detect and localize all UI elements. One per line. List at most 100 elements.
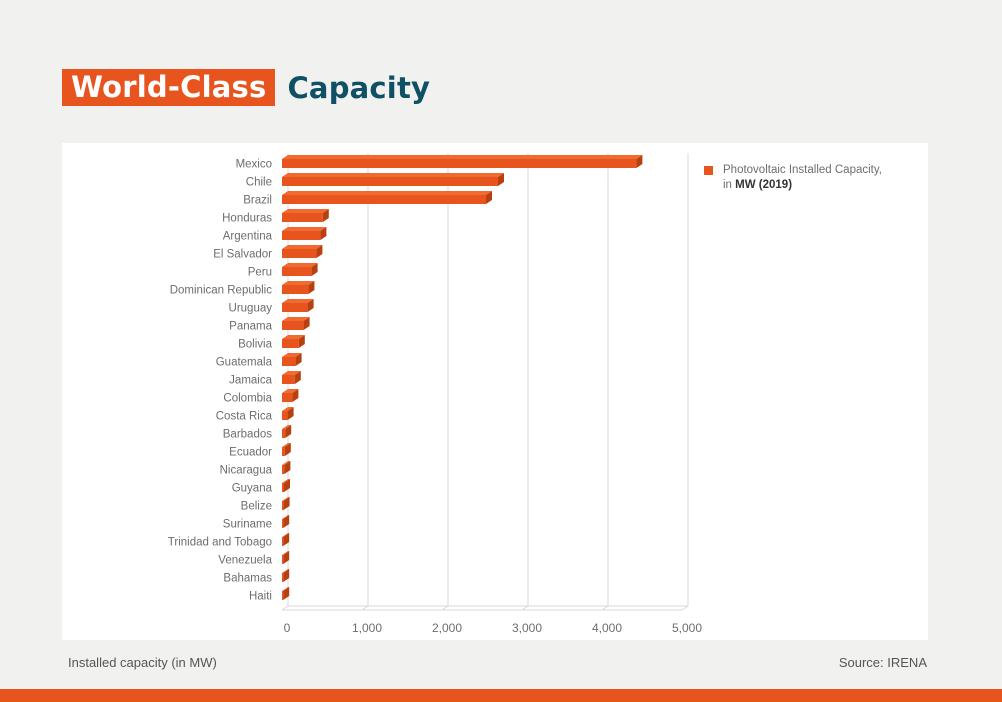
bar <box>282 393 293 402</box>
bar-end <box>283 515 290 528</box>
bar-end <box>308 281 315 294</box>
category-label: Suriname <box>223 519 272 531</box>
category-label: Uruguay <box>229 303 273 315</box>
category-label: Mexico <box>236 159 272 171</box>
bar-top <box>282 263 318 267</box>
page-title: World-Class Capacity <box>62 69 430 106</box>
bar-end <box>287 407 294 420</box>
bar-end <box>311 263 318 276</box>
footer-source: Source: IRENA <box>838 655 927 670</box>
category-label: Ecuador <box>229 447 272 459</box>
bar <box>282 213 323 222</box>
bar-end <box>307 299 314 312</box>
category-label: Brazil <box>243 195 272 207</box>
x-tick-label: 4,000 <box>592 621 622 635</box>
bar <box>282 321 304 330</box>
floor-diagonal-0 <box>281 605 289 611</box>
bar-end <box>320 227 327 240</box>
bar <box>282 231 321 240</box>
bar <box>282 537 284 546</box>
bar-top <box>282 479 290 483</box>
bar-end <box>285 425 292 438</box>
category-label: Belize <box>241 501 272 513</box>
bar <box>282 501 284 510</box>
bar-top <box>282 569 290 573</box>
bar-end <box>283 533 290 546</box>
category-label: Guyana <box>232 483 273 495</box>
floor-diagonal-3 <box>521 605 529 611</box>
bar-top <box>282 227 327 231</box>
category-label: El Salvador <box>213 249 272 261</box>
bar-top <box>282 299 314 303</box>
bar <box>282 555 284 564</box>
bar-end <box>316 245 323 258</box>
x-tick-label: 3,000 <box>512 621 542 635</box>
bar <box>282 519 284 528</box>
legend-swatch <box>704 166 713 175</box>
bar <box>282 195 486 204</box>
bar-top <box>282 191 492 195</box>
x-tick-label: 1,000 <box>352 621 382 635</box>
bar-end <box>486 191 492 204</box>
category-label: Argentina <box>223 231 273 243</box>
bar-top <box>282 281 315 285</box>
floor-diagonal-5 <box>681 605 689 611</box>
bar-top <box>282 353 302 357</box>
category-label: Colombia <box>223 393 272 405</box>
bar <box>282 465 285 474</box>
bar <box>282 429 286 438</box>
title-rest: Capacity <box>287 70 431 105</box>
x-tick-label: 0 <box>284 621 291 635</box>
bar-top <box>282 389 299 393</box>
bar <box>282 177 498 186</box>
bar-end <box>298 335 305 348</box>
bar-end <box>283 569 290 582</box>
bar-end <box>303 317 310 330</box>
bar-end <box>322 209 329 222</box>
bar-end <box>283 587 290 600</box>
bar-top <box>282 245 323 249</box>
bar-top <box>282 407 294 411</box>
bar-top <box>282 551 290 555</box>
category-label: Nicaragua <box>220 465 273 477</box>
category-label: Trinidad and Tobago <box>168 537 272 549</box>
bar-end <box>636 155 643 168</box>
title-highlight: World-Class <box>62 69 276 106</box>
bar <box>282 357 296 366</box>
bar <box>282 411 288 420</box>
category-label: Bolivia <box>238 339 272 351</box>
category-label: Barbados <box>223 429 272 441</box>
floor-diagonal-4 <box>601 605 609 611</box>
bottom-accent-bar <box>0 689 1002 702</box>
bar-end <box>284 443 291 456</box>
category-label: Honduras <box>222 213 272 225</box>
floor-diagonal-1 <box>361 605 369 611</box>
bar-top <box>282 173 504 177</box>
legend-label: Photovoltaic Installed Capacity, in MW (… <box>723 164 882 191</box>
bar-end <box>498 173 504 186</box>
category-label: Bahamas <box>223 573 272 585</box>
bar-end <box>292 389 299 402</box>
bar <box>282 483 284 492</box>
x-tick-label: 2,000 <box>432 621 462 635</box>
category-label: Panama <box>229 321 272 333</box>
bar-top <box>282 335 305 339</box>
bar-top <box>282 371 301 375</box>
bar-top <box>282 155 643 159</box>
x-tick-label: 5,000 <box>672 621 702 635</box>
category-label: Chile <box>246 177 272 189</box>
bar-end <box>283 497 290 510</box>
bar <box>282 375 295 384</box>
category-label: Venezuela <box>218 555 272 567</box>
category-label: Haiti <box>249 591 272 603</box>
bar <box>282 159 637 168</box>
chart-panel: 0 1,000 2,000 3,000 4,000 5,000 Mexico Chile Bra… <box>62 143 928 640</box>
bar-top <box>282 587 290 591</box>
footer-note: Installed capacity (in MW) <box>68 655 217 670</box>
bar-top <box>282 317 310 321</box>
bar-top <box>282 209 329 213</box>
category-label: Dominican Republic <box>170 285 273 297</box>
floor-diagonal-2 <box>441 605 449 611</box>
bar-top <box>282 461 291 465</box>
bar <box>282 249 317 258</box>
